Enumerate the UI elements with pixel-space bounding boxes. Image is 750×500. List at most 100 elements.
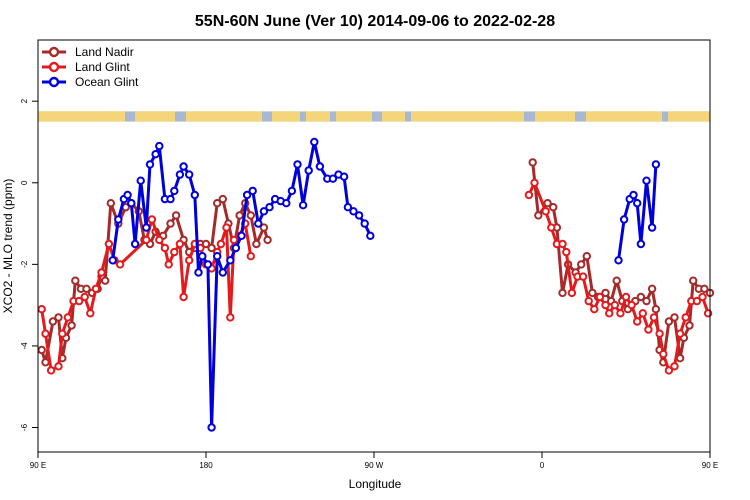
data-point (74, 296, 84, 306)
data-point (534, 211, 543, 220)
data-point (142, 223, 151, 232)
data-point (670, 362, 679, 371)
data-point (246, 252, 256, 261)
data-point (80, 292, 89, 302)
data-point (213, 199, 222, 208)
x-axis: 90 E 180 90 W 0 90 E (30, 452, 718, 470)
data-point (642, 296, 651, 306)
data-point (659, 349, 668, 359)
data-point (612, 276, 621, 285)
data-point (147, 215, 157, 224)
data-point (558, 239, 567, 249)
data-point (528, 158, 537, 167)
data-point (562, 247, 571, 257)
data-point (287, 186, 297, 196)
data-point (86, 309, 95, 318)
y-tick-label: -4 (20, 342, 29, 350)
data-point (524, 190, 534, 200)
data-point (638, 309, 647, 318)
data-point (155, 141, 164, 151)
data-point (547, 223, 556, 232)
data-point (282, 199, 291, 208)
chart-title: 55N-60N June (Ver 10) 2014-09-06 to 2022… (195, 13, 555, 30)
x-tick-label: 90 E (702, 461, 718, 470)
data-point (67, 321, 76, 330)
land-mask-land (38, 111, 710, 122)
data-point (166, 194, 175, 204)
data-point (54, 362, 63, 371)
legend-item: Land Glint (42, 60, 130, 74)
x-tick-label: 0 (540, 461, 545, 470)
x-axis-label: Longitude (349, 477, 402, 491)
data-point (315, 162, 325, 171)
x-tick-label: 90 E (30, 461, 46, 470)
data-point (541, 207, 550, 216)
land-segment (306, 111, 330, 122)
data-point (265, 203, 274, 212)
data-point (106, 199, 116, 208)
data-point (82, 284, 91, 293)
legend-label: Land Nadir (75, 45, 134, 59)
data-point (675, 329, 685, 338)
legend-swatch-marker (48, 61, 60, 73)
data-point (175, 239, 185, 249)
y-tick-label: -6 (20, 423, 29, 431)
data-point (151, 150, 160, 159)
data-point (237, 231, 246, 241)
data-point (644, 325, 653, 334)
land-mask-ocean (38, 111, 710, 122)
data-point (339, 172, 349, 181)
data-point (207, 423, 216, 432)
data-point (166, 219, 175, 228)
data-point (218, 268, 228, 277)
data-point (601, 300, 610, 310)
data-point (175, 170, 185, 179)
data-point (616, 309, 625, 318)
data-point (37, 345, 46, 355)
data-point (235, 211, 244, 220)
data-point (104, 239, 114, 249)
data-point (651, 305, 661, 314)
data-point (231, 243, 241, 253)
data-point (71, 276, 80, 285)
data-point (226, 256, 235, 265)
data-point (595, 292, 605, 302)
land-segment (135, 111, 175, 122)
data-point (242, 190, 252, 200)
data-point (567, 288, 577, 298)
data-point (578, 272, 588, 281)
data-point (651, 160, 661, 169)
data-point (627, 300, 636, 310)
data-point (41, 329, 50, 338)
data-point (543, 199, 552, 208)
data-point (675, 354, 685, 363)
data-point (549, 203, 558, 212)
data-point (101, 276, 110, 285)
series-line (111, 140, 372, 429)
x-tick-label: 180 (199, 461, 213, 470)
data-point (145, 160, 155, 169)
data-point (213, 252, 222, 261)
data-point (582, 252, 591, 261)
data-point (185, 170, 194, 179)
data-point (629, 190, 638, 200)
data-point (115, 260, 125, 269)
data-point (41, 358, 50, 367)
data-point (601, 288, 610, 298)
data-point (681, 313, 690, 322)
data-point (259, 207, 269, 216)
land-segment (186, 111, 262, 122)
data-point (222, 223, 231, 232)
land-segment (411, 111, 524, 122)
data-point (142, 235, 151, 245)
land-segment (38, 111, 125, 122)
data-point (584, 296, 593, 306)
data-point (343, 203, 353, 212)
data-point (127, 199, 136, 208)
data-point (655, 329, 664, 338)
y-axis-label: XCO2 - MLO trend (ppm) (1, 179, 15, 314)
data-point (692, 296, 702, 306)
data-point (194, 268, 203, 277)
